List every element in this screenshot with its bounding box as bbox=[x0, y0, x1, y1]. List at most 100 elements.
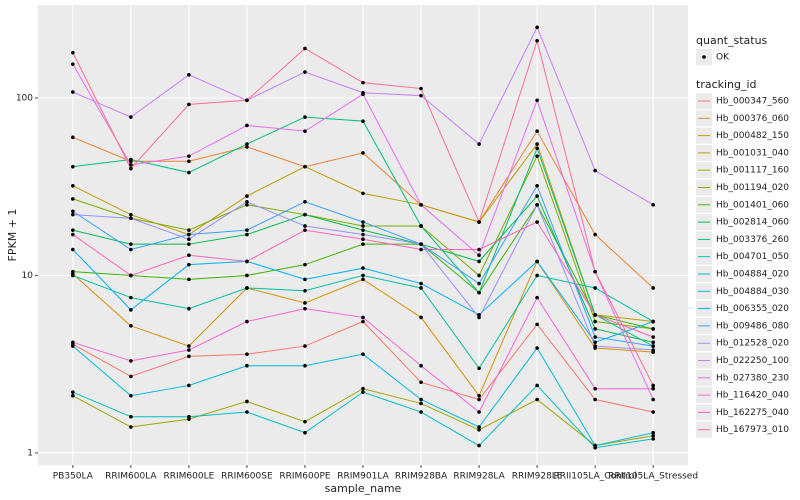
data-point bbox=[651, 397, 655, 402]
data-point bbox=[129, 242, 133, 246]
data-point bbox=[593, 313, 597, 317]
data-point bbox=[245, 286, 249, 290]
data-point bbox=[477, 410, 481, 414]
data-point bbox=[71, 228, 75, 232]
x-tick-label: RRIM600PE bbox=[279, 472, 331, 482]
data-point bbox=[477, 315, 481, 320]
data-point bbox=[187, 242, 191, 246]
data-point bbox=[477, 220, 481, 224]
data-point bbox=[535, 346, 539, 350]
data-point bbox=[535, 25, 539, 30]
data-point bbox=[129, 414, 133, 419]
data-point bbox=[245, 319, 249, 324]
data-point bbox=[71, 344, 75, 348]
data-point bbox=[361, 273, 365, 278]
data-point bbox=[593, 286, 597, 290]
legend-label: OK bbox=[716, 53, 730, 63]
data-point bbox=[303, 46, 307, 51]
data-point bbox=[419, 93, 423, 98]
data-point bbox=[419, 224, 423, 228]
data-point bbox=[361, 319, 365, 324]
data-point bbox=[535, 383, 539, 388]
data-point bbox=[593, 168, 597, 173]
data-point bbox=[477, 366, 481, 371]
x-tick-label: RRII105LA_Stressed bbox=[608, 472, 698, 482]
data-point bbox=[187, 154, 191, 158]
data-point bbox=[303, 288, 307, 293]
data-point bbox=[71, 212, 75, 217]
data-point bbox=[535, 183, 539, 188]
data-point bbox=[593, 327, 597, 331]
data-point bbox=[361, 266, 365, 270]
data-point bbox=[187, 237, 191, 242]
data-point bbox=[303, 344, 307, 348]
x-tick-label: RRIM901LA bbox=[337, 472, 389, 482]
data-point bbox=[71, 197, 75, 201]
data-point bbox=[245, 98, 249, 103]
data-point bbox=[361, 228, 365, 232]
data-point bbox=[245, 199, 249, 204]
data-point bbox=[129, 212, 133, 217]
data-point bbox=[477, 259, 481, 264]
data-point bbox=[361, 237, 365, 242]
data-point bbox=[477, 281, 481, 286]
data-point bbox=[245, 273, 249, 278]
data-point bbox=[361, 151, 365, 155]
y-tick-label: 100 bbox=[16, 93, 33, 103]
data-point bbox=[477, 142, 481, 146]
data-point bbox=[419, 315, 423, 320]
data-point bbox=[593, 443, 597, 448]
data-point bbox=[245, 203, 249, 207]
data-point bbox=[361, 277, 365, 282]
point-legend-title: quant_status bbox=[696, 34, 768, 47]
data-point bbox=[535, 129, 539, 133]
data-point bbox=[245, 352, 249, 356]
data-point bbox=[129, 115, 133, 119]
data-point bbox=[593, 386, 597, 391]
data-point bbox=[71, 232, 75, 237]
data-point bbox=[651, 383, 655, 388]
data-point bbox=[477, 313, 481, 317]
data-point bbox=[651, 203, 655, 207]
data-point bbox=[71, 90, 75, 94]
data-point bbox=[71, 273, 75, 278]
data-point bbox=[303, 224, 307, 228]
legend-label: Hb_004884_030 bbox=[716, 287, 789, 297]
data-point bbox=[593, 335, 597, 339]
data-point bbox=[651, 437, 655, 441]
data-point bbox=[535, 220, 539, 224]
data-point bbox=[129, 273, 133, 278]
data-point bbox=[129, 163, 133, 167]
data-point bbox=[477, 273, 481, 278]
data-point bbox=[477, 253, 481, 258]
data-point bbox=[71, 340, 75, 345]
data-point bbox=[477, 290, 481, 295]
data-point bbox=[651, 319, 655, 324]
data-point bbox=[419, 203, 423, 207]
legend-point bbox=[702, 55, 706, 59]
data-point bbox=[129, 359, 133, 363]
legend-label: Hb_002814_060 bbox=[716, 218, 789, 228]
data-point bbox=[477, 397, 481, 402]
legend-label: Hb_003376_260 bbox=[716, 235, 789, 245]
data-point bbox=[651, 344, 655, 348]
data-point bbox=[187, 262, 191, 267]
data-point bbox=[303, 419, 307, 424]
data-point bbox=[129, 393, 133, 398]
x-tick-label: RRIM928LE bbox=[512, 472, 563, 482]
data-point bbox=[129, 166, 133, 171]
data-point bbox=[245, 259, 249, 264]
data-point bbox=[71, 209, 75, 214]
legend-label: Hb_001401_060 bbox=[716, 200, 789, 210]
data-point bbox=[303, 277, 307, 282]
data-point bbox=[361, 92, 365, 96]
data-point bbox=[187, 348, 191, 352]
data-point bbox=[419, 242, 423, 246]
data-point bbox=[129, 157, 133, 162]
data-point bbox=[303, 363, 307, 368]
x-axis-title: sample_name bbox=[325, 482, 402, 495]
x-tick-label: RRIM928BA bbox=[395, 472, 448, 482]
data-point bbox=[361, 390, 365, 394]
data-point bbox=[187, 277, 191, 282]
